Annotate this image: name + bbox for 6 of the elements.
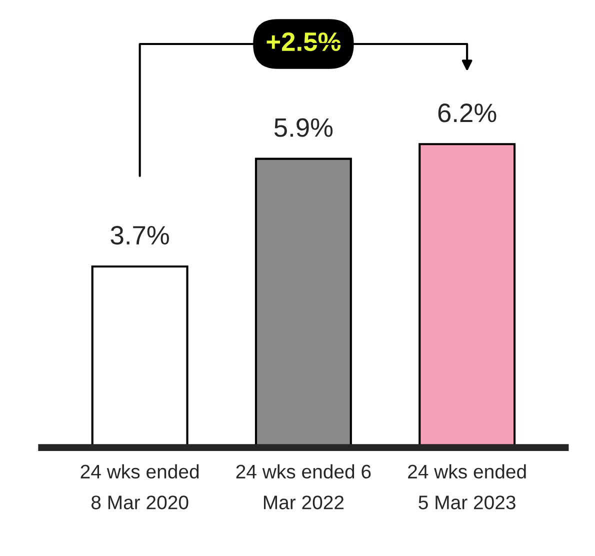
x-tick-label: 24 wks ended 6 Mar 2022 — [236, 464, 371, 510]
data-label: 3.7% — [110, 226, 169, 245]
data-label: 5.9% — [274, 118, 333, 137]
data-label: 6.2% — [438, 104, 496, 122]
x-tick-label: 24 wks ended 8 Mar 2020 — [80, 464, 199, 510]
x-tick-label: 24 wks ended 5 Mar 2023 — [408, 464, 526, 510]
